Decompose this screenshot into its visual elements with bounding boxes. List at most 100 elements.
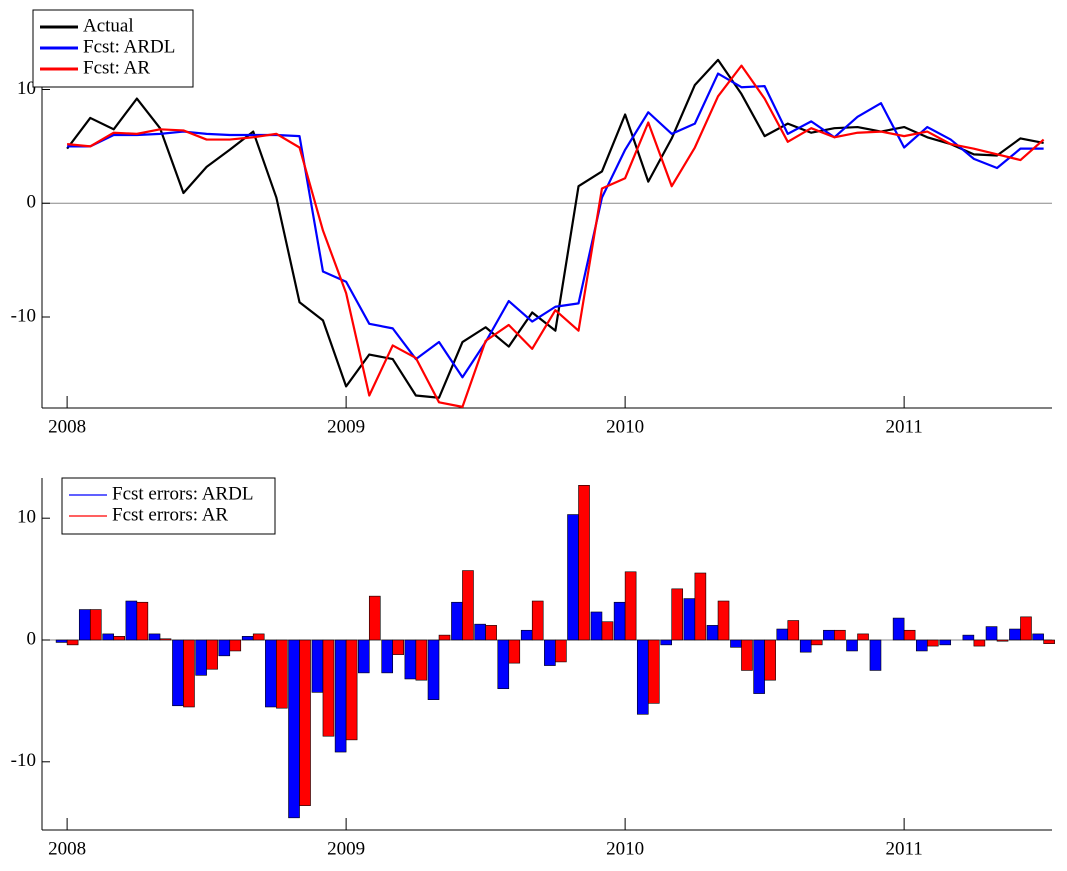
bar [311,639,324,693]
bar [392,639,405,655]
bar [706,625,719,641]
bar [1043,639,1055,644]
bar [636,639,649,715]
bar [438,634,451,641]
x-tick-label: 2010 [606,838,644,859]
bar [451,601,463,641]
bar [229,639,242,652]
bar [671,588,684,641]
legend-label: Fcst errors: AR [112,504,228,525]
x-tick-label: 2010 [606,416,644,437]
bar [497,639,510,690]
bar [531,600,544,641]
bar [66,639,79,646]
bar [322,639,335,737]
bar [334,639,347,753]
x-tick-label: 2008 [48,416,86,437]
bar [892,617,905,641]
bar [172,639,184,707]
bar [125,600,138,641]
bar [717,600,730,641]
bar [113,636,126,641]
x-tick-label: 2009 [327,838,365,859]
bar [1032,633,1044,641]
bar [1020,616,1032,641]
bar [903,629,916,641]
bar [996,639,1009,642]
bar [183,639,195,708]
bar [218,639,231,657]
y-tick-label: 0 [27,192,37,213]
bar [276,639,288,709]
legend-label: Actual [83,15,134,36]
bar [55,639,68,643]
bar [299,639,311,806]
bar [730,639,742,648]
legend-box [61,477,276,535]
bar [683,598,696,641]
bar [136,601,149,641]
bar [159,638,172,641]
bar [857,633,869,641]
bar [660,639,673,646]
legend-label: Fcst: ARDL [83,36,175,57]
bar [265,639,277,708]
bar [78,609,91,641]
bar [381,639,394,674]
legend-label: Fcst errors: ARDL [112,483,253,504]
bar [613,601,626,641]
bar [415,639,428,681]
bar [787,620,800,641]
bar [590,611,603,641]
y-tick-label: -10 [11,305,36,326]
bar [288,639,300,819]
bar [252,633,265,641]
y-tick-label: 10 [17,507,36,528]
bar [520,629,533,641]
y-tick-label: 10 [17,78,36,99]
bar [823,629,835,641]
bar [869,639,882,671]
bar [624,571,637,641]
bar [474,623,486,641]
bar [427,639,440,700]
bar [973,639,986,647]
x-tick-label: 2011 [885,838,922,859]
bar [926,639,939,647]
bar [485,625,497,641]
bar [148,633,161,641]
bar [508,639,521,664]
bar [846,639,858,652]
bar [1009,628,1021,641]
bar [404,639,417,680]
series-line [66,58,1044,399]
bar [694,572,707,641]
series-line [67,64,1045,408]
bar [195,639,207,676]
bar [462,570,474,641]
bar [102,633,115,641]
bar [345,639,358,741]
x-tick-label: 2009 [327,416,365,437]
bar [555,639,567,663]
y-tick-label: -10 [11,750,36,771]
bar [544,639,556,666]
bar [601,621,614,641]
bar [647,639,660,704]
y-tick-label: 0 [27,628,37,649]
legend-label: Fcst: AR [83,57,150,78]
bar [810,639,823,646]
bar [939,639,952,646]
bar [206,639,218,670]
bar [368,595,381,641]
bar [578,485,590,641]
x-tick-label: 2011 [885,416,922,437]
bar [764,639,776,681]
bar [915,639,928,652]
bar [741,639,753,671]
bar [89,609,102,641]
x-tick-label: 2008 [48,838,86,859]
bar [567,514,579,641]
